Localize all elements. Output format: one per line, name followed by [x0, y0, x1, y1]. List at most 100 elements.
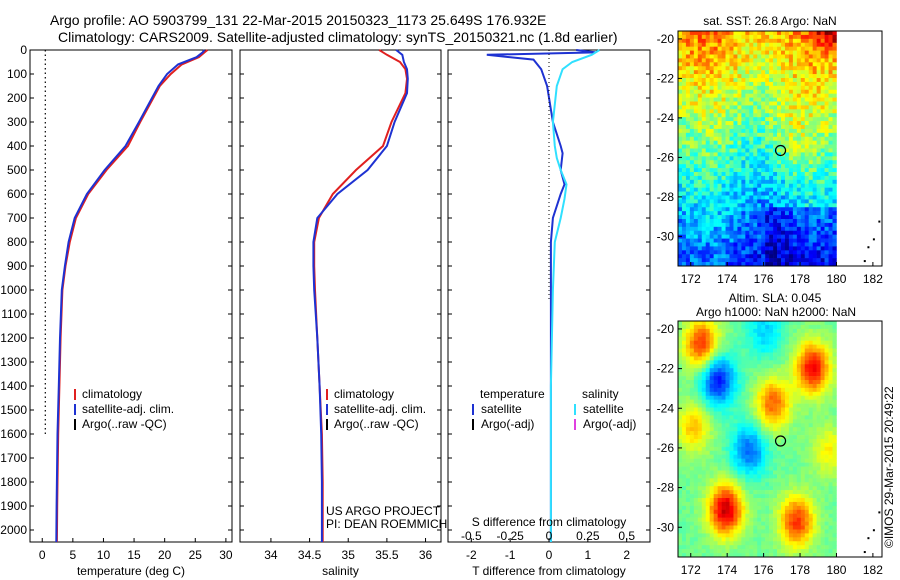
map-cell — [757, 152, 762, 157]
map-cell — [737, 58, 742, 63]
map-cell — [729, 517, 734, 522]
map-cell — [725, 344, 730, 349]
map-cell — [689, 336, 695, 341]
map-cell — [737, 395, 742, 400]
map-cell — [697, 431, 703, 436]
map-cell — [753, 368, 758, 373]
map-cell — [721, 78, 726, 83]
map-cell — [745, 549, 750, 554]
map-cell — [812, 183, 817, 188]
map-cell — [765, 462, 770, 467]
map-cell — [685, 391, 691, 397]
map-cell — [812, 450, 817, 456]
map-cell — [741, 62, 746, 67]
map-cell — [808, 109, 813, 114]
map-cell — [678, 93, 683, 98]
map-cell — [697, 136, 703, 141]
map-cell — [729, 423, 734, 428]
map-cell — [777, 332, 782, 338]
map-cell — [709, 187, 714, 192]
map-cell — [808, 383, 813, 389]
map-cell — [753, 391, 758, 397]
map-cell — [773, 195, 778, 200]
map-cell — [788, 97, 794, 102]
map-cell — [681, 474, 687, 479]
map-cell — [828, 411, 833, 416]
map-cell — [705, 250, 710, 255]
map-cell — [741, 42, 746, 47]
map-cell — [701, 234, 707, 239]
map-cell — [717, 191, 722, 196]
map-cell — [705, 454, 710, 459]
map-cell — [729, 128, 734, 134]
map-cell — [689, 42, 695, 47]
map-cell — [701, 109, 707, 114]
map-cell — [713, 553, 718, 558]
map-cell — [709, 442, 714, 448]
map-cell — [796, 403, 802, 408]
map-cell — [784, 160, 790, 165]
map-cell — [697, 199, 703, 204]
map-cell — [753, 486, 758, 491]
map-cell — [741, 183, 746, 188]
map-cell — [784, 234, 790, 239]
map-cell — [741, 340, 746, 345]
map-cell — [745, 525, 750, 530]
map-cell — [713, 478, 718, 483]
map-cell — [777, 34, 782, 40]
map-cell — [777, 344, 782, 349]
map-cell — [820, 207, 825, 212]
map-cell — [812, 545, 817, 550]
map-cell — [808, 234, 813, 239]
map-cell — [828, 121, 833, 126]
map-cell — [824, 395, 829, 400]
map-cell — [804, 458, 810, 463]
map-cell — [753, 505, 758, 511]
map-cell — [745, 187, 750, 192]
map-cell — [693, 222, 699, 228]
map-cell — [721, 419, 726, 424]
map-cell — [757, 242, 762, 247]
map-cell — [800, 222, 806, 228]
map-cell — [678, 58, 683, 63]
map-cell — [777, 160, 782, 165]
map-cell — [721, 172, 726, 177]
map-cell — [753, 81, 758, 87]
map-cell — [769, 132, 774, 138]
map-cell — [729, 462, 734, 467]
map-cell — [701, 172, 707, 177]
x-axis-label: temperature (deg C) — [77, 564, 185, 578]
map-cell — [737, 242, 742, 247]
map-cell — [678, 501, 683, 507]
map-cell — [745, 529, 750, 534]
map-cell — [788, 156, 794, 161]
map-cell — [729, 348, 734, 353]
map-cell — [733, 517, 738, 522]
map-cell — [816, 376, 821, 381]
map-cell — [737, 494, 742, 499]
map-cell — [769, 427, 774, 432]
map-cell — [689, 364, 695, 369]
map-cell — [681, 152, 687, 157]
map-cell — [792, 383, 798, 389]
map-cell — [765, 183, 770, 188]
map-cell — [800, 168, 806, 173]
map-cell — [800, 117, 806, 122]
map-cell — [678, 446, 683, 452]
map-cell — [792, 372, 798, 377]
map-cell — [804, 529, 810, 534]
map-cell — [681, 545, 687, 550]
map-cell — [788, 376, 794, 381]
map-cell — [745, 462, 750, 467]
map-cell — [832, 187, 837, 192]
map-cell — [761, 195, 766, 200]
map-cell — [678, 387, 683, 393]
map-cell — [705, 403, 710, 408]
map-cell — [769, 187, 774, 192]
map-cell — [824, 513, 829, 518]
map-cell — [781, 419, 786, 424]
map-cell — [741, 372, 746, 377]
map-cell — [685, 553, 691, 558]
map-cell — [824, 262, 829, 267]
map-cell — [824, 246, 829, 251]
